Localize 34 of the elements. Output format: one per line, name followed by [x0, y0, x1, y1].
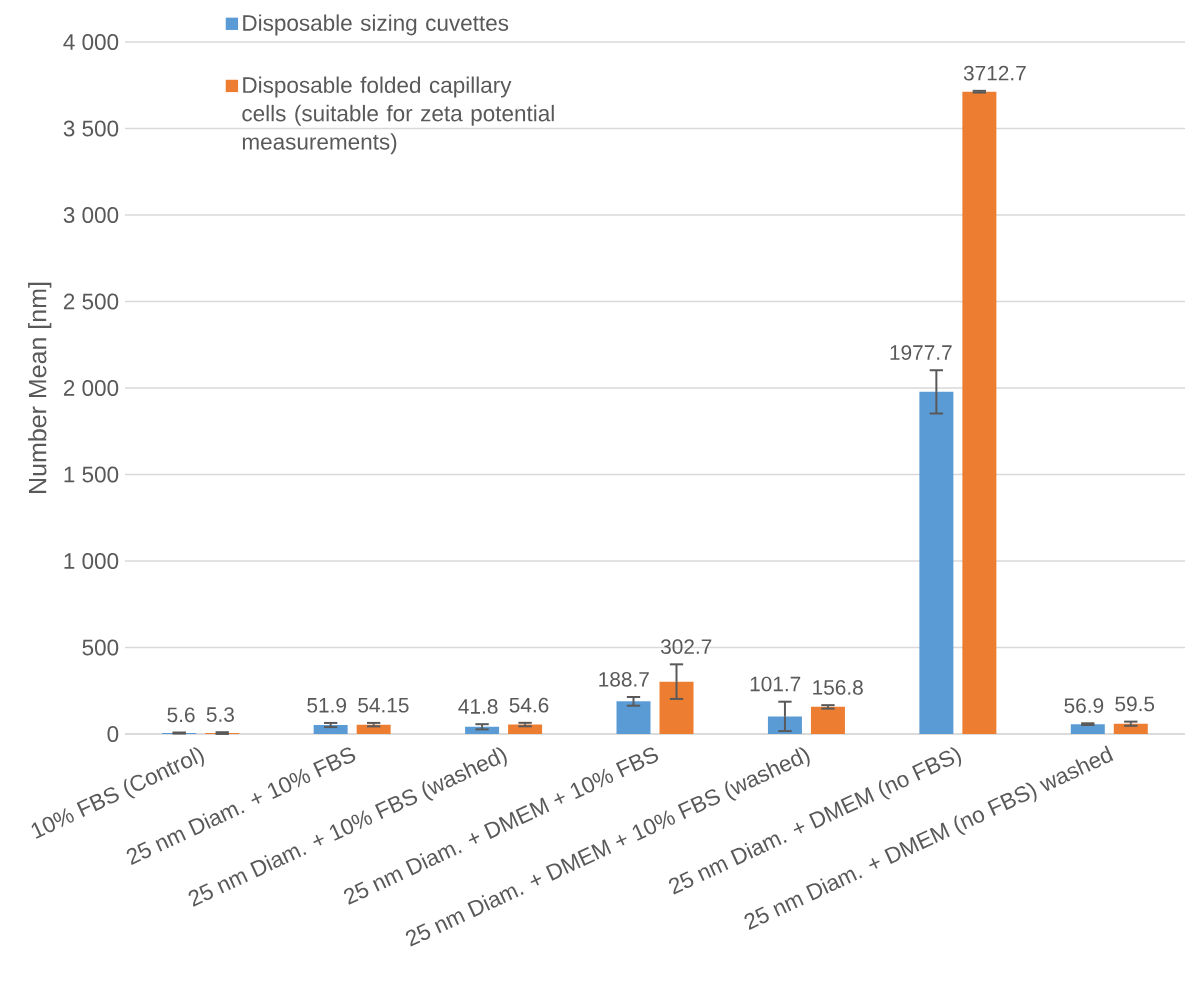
data-label: 5.3 — [206, 707, 234, 722]
y-tick-label: 3 500 — [63, 120, 119, 137]
data-label: 101.7 — [750, 676, 801, 692]
data-label: 59.5 — [1115, 696, 1155, 712]
bar — [1070, 724, 1105, 734]
y-tick-label: 2 000 — [63, 380, 119, 396]
data-label: 156.8 — [813, 680, 863, 695]
bar — [313, 725, 348, 734]
y-axis-title: Number Mean [nm] — [28, 282, 52, 493]
bar — [962, 91, 997, 734]
data-label: 302.7 — [660, 639, 712, 655]
y-tick-label: 500 — [82, 639, 119, 656]
bar — [659, 681, 694, 734]
bar — [919, 391, 954, 734]
legend-label: Disposable folded capillary cells (suitable for zeta potential measurements) — [242, 76, 554, 155]
legend-label: Disposable sizing cuvettes — [243, 14, 509, 36]
data-label: 1977.7 — [890, 345, 952, 360]
y-tick-label: 2 500 — [63, 293, 119, 310]
bar — [767, 716, 802, 734]
y-tick-label: 3 000 — [63, 207, 119, 223]
bar — [616, 701, 651, 734]
y-tick-label: 4 000 — [63, 34, 119, 50]
bar — [810, 706, 845, 734]
data-label: 3712.7 — [963, 65, 1026, 81]
data-label: 54.15 — [358, 698, 409, 713]
y-tick-label: 1 500 — [64, 466, 119, 483]
data-label: 56.9 — [1064, 698, 1104, 713]
data-label: 188.7 — [599, 671, 649, 687]
data-label: 51.9 — [307, 697, 347, 713]
data-label: 5.6 — [167, 707, 195, 723]
data-label: 54.6 — [509, 697, 549, 713]
y-tick-label: 1 000 — [64, 553, 119, 569]
y-tick-label: 0 — [107, 726, 119, 742]
data-label: 41.8 — [458, 699, 498, 714]
